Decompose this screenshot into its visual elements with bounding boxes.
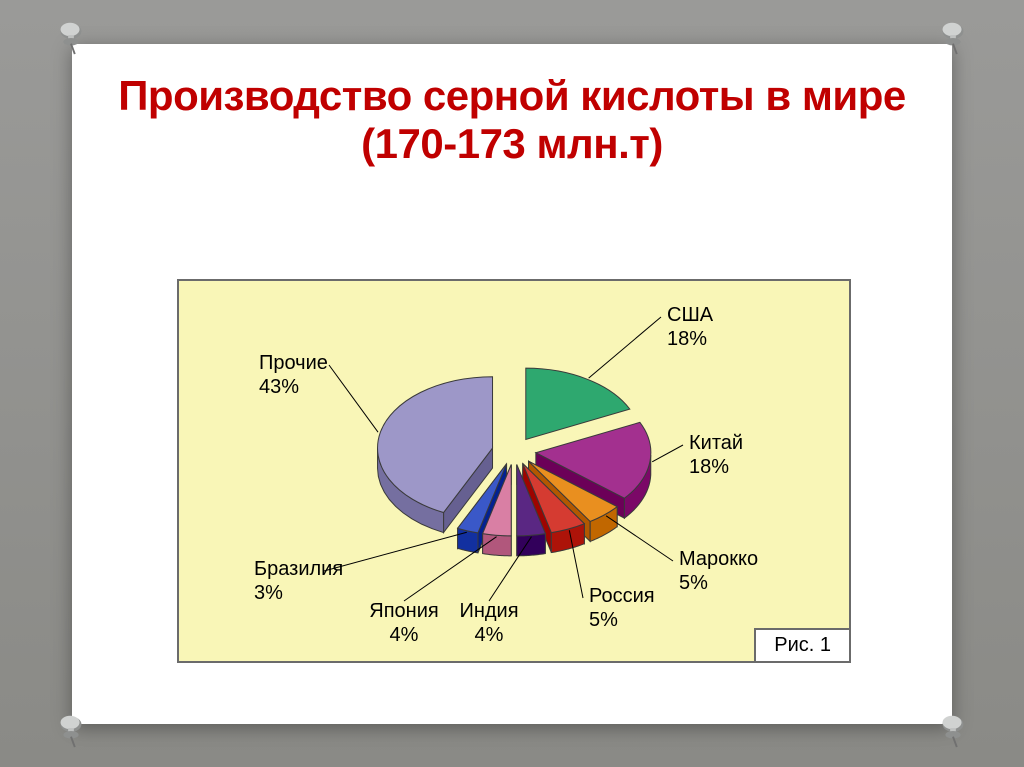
pie-slice-label: Япония4% xyxy=(369,599,438,647)
slice-percent: 3% xyxy=(254,582,283,604)
slice-percent: 4% xyxy=(390,624,419,646)
slice-name: Япония xyxy=(369,600,438,622)
pushpin-icon xyxy=(934,711,972,749)
pie-slice-label: Бразилия3% xyxy=(254,557,343,605)
slice-percent: 18% xyxy=(667,328,707,350)
slide-card: Производство серной кислоты в мире (170-… xyxy=(72,44,952,724)
slice-name: Прочие xyxy=(259,352,328,374)
slide-background: Производство серной кислоты в мире (170-… xyxy=(0,0,1024,767)
slice-percent: 18% xyxy=(689,456,729,478)
slice-name: Марокко xyxy=(679,548,758,570)
pushpin-icon xyxy=(934,18,972,56)
slice-name: Китай xyxy=(689,432,743,454)
slice-percent: 5% xyxy=(679,572,708,594)
pushpin-icon xyxy=(52,18,90,56)
pie-slice-label: Прочие43% xyxy=(259,351,328,399)
pie-slice-label: Китай18% xyxy=(689,431,743,479)
slice-name: Индия xyxy=(459,600,518,622)
figure-label: Рис. 1 xyxy=(754,628,851,663)
pie-slice-label: Индия4% xyxy=(459,599,518,647)
slice-name: США xyxy=(667,304,713,326)
pie-chart-frame: Рис. 1 США18%Китай18%Марокко5%Россия5%Ин… xyxy=(177,279,851,663)
slice-percent: 4% xyxy=(475,624,504,646)
pie-slice-label: США18% xyxy=(667,303,713,351)
slice-name: Россия xyxy=(589,585,655,607)
pushpin-icon xyxy=(52,711,90,749)
pie-slice-label: Россия5% xyxy=(589,584,655,632)
slide-title: Производство серной кислоты в мире (170-… xyxy=(72,44,952,179)
pie-slice-label: Марокко5% xyxy=(679,547,758,595)
slice-name: Бразилия xyxy=(254,558,343,580)
slice-percent: 5% xyxy=(589,609,618,631)
slice-percent: 43% xyxy=(259,376,299,398)
